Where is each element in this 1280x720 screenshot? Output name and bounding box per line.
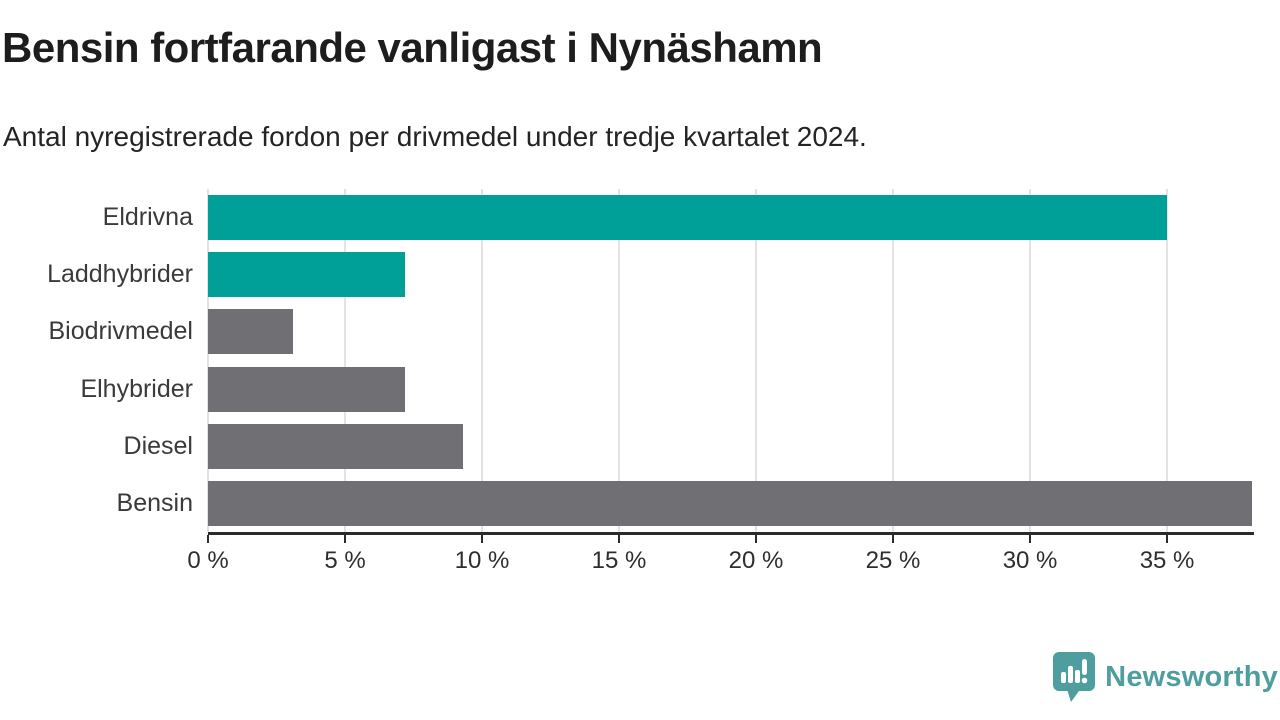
newsworthy-logo: Newsworthy <box>1052 651 1278 703</box>
bar-eldrivna <box>208 195 1168 240</box>
chart-row-biodrivmedel: Biodrivmedel <box>48 303 1252 360</box>
axis-tick-label: 25 % <box>865 547 921 574</box>
bar-elhybrider <box>208 366 406 412</box>
category-label: Elhybrider <box>80 374 193 403</box>
gridline <box>1166 189 1169 532</box>
axis-tick-label: 20 % <box>728 547 784 574</box>
gridline <box>618 189 621 532</box>
gridline <box>207 189 209 532</box>
chart-row-diesel: Diesel <box>124 418 1252 475</box>
chart-row-eldrivna: Eldrivna <box>103 189 1252 246</box>
gridline <box>481 189 484 532</box>
chart-subtitle: Antal nyregistrerade fordon per drivmede… <box>3 121 867 152</box>
axis-tick <box>618 535 621 543</box>
chart-title: Bensin fortfarande vanligast i Nynäshamn <box>2 24 823 71</box>
plot-area: Eldrivna Laddhybrider Biodrivmedel Elhybrid… <box>47 189 1254 574</box>
axis-tick <box>481 535 484 543</box>
axis-tick <box>892 535 895 543</box>
gridline <box>755 189 758 532</box>
gridline <box>344 189 346 532</box>
category-label: Biodrivmedel <box>48 317 193 346</box>
axis-tick <box>344 535 346 543</box>
category-label: Eldrivna <box>102 203 193 232</box>
newsworthy-bar-chart-speech-bubble-icon <box>1053 652 1096 702</box>
axis-tick <box>1166 535 1169 543</box>
category-label: Laddhybrider <box>47 260 193 289</box>
axis-tick <box>1029 535 1032 543</box>
category-label: Diesel <box>123 431 193 460</box>
axis-tick-label: 15 % <box>591 547 647 574</box>
bar-diesel <box>208 423 463 469</box>
chart-row-bensin: Bensin <box>117 475 1252 532</box>
bar-laddhybrider <box>208 252 406 298</box>
bar-biodrivmedel <box>208 309 293 355</box>
chart-row-laddhybrider: Laddhybrider <box>47 246 1252 303</box>
axis-tick-label: 0 % <box>187 547 229 574</box>
axis-tick <box>207 535 209 543</box>
axis-tick-label: 30 % <box>1002 547 1058 574</box>
newsworthy-brand-text: Newsworthy <box>1105 660 1278 693</box>
x-axis-line <box>208 532 1254 535</box>
bar-bensin <box>208 480 1252 526</box>
chart-row-elhybrider: Elhybrider <box>80 361 1252 418</box>
axis-tick <box>755 535 758 543</box>
axis-tick-label: 10 % <box>454 547 510 574</box>
category-label: Bensin <box>116 488 193 517</box>
axis-tick-label: 35 % <box>1139 547 1195 574</box>
gridline <box>892 189 895 532</box>
gridline <box>1029 189 1032 532</box>
axis-tick-label: 5 % <box>324 547 366 574</box>
